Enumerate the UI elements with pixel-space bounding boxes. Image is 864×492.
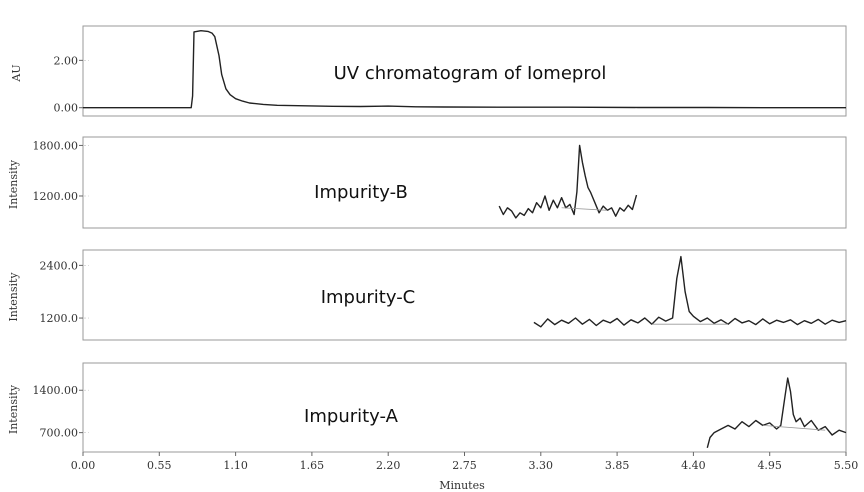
series-line-3 <box>533 255 847 328</box>
y-axis-label: AU <box>10 64 23 82</box>
x-axis-label: Minutes <box>439 479 485 492</box>
panel-title: Impurity-B <box>314 182 408 203</box>
peak-baseline <box>561 207 608 211</box>
x-tick-label: 0.00 <box>71 459 96 472</box>
y-axis-label: Intensity <box>7 272 20 322</box>
plot-frame <box>82 249 847 341</box>
panel-title: Impurity-C <box>321 287 416 308</box>
x-tick-label: 4.95 <box>757 459 782 472</box>
plot-frame <box>82 362 847 453</box>
series-line-1 <box>83 30 846 109</box>
y-tick-label: 0.00 <box>54 102 79 115</box>
y-tick-label: 1200.00 <box>33 190 79 203</box>
peak-baseline <box>762 424 826 431</box>
x-axis: 0.00 0.55 1.10 1.65 2.20 2.75 3.30 3.85 4.40 4.95… <box>71 452 859 492</box>
x-tick-label: 3.30 <box>529 459 554 472</box>
y-axis-label: Intensity <box>7 159 20 209</box>
series-line-2 <box>498 144 638 219</box>
chart-panel-2: 1200.00 1800.00 Intensity Impurity-B <box>7 136 847 229</box>
panel-title: Impurity-A <box>304 406 399 427</box>
plot-frame <box>82 25 847 117</box>
x-tick-label: 1.65 <box>300 459 325 472</box>
y-axis-label: Intensity <box>7 384 20 434</box>
chart-panel-3: 1200.0 2400.0 Intensity Impurity-C <box>7 249 847 341</box>
x-tick-label: 2.75 <box>452 459 477 472</box>
x-tick-label: 0.55 <box>147 459 172 472</box>
y-tick-label: 1400.00 <box>33 384 79 397</box>
x-tick-label: 1.10 <box>223 459 248 472</box>
y-tick-label: 1200.0 <box>40 312 79 325</box>
plot-frame <box>82 136 847 229</box>
x-tick-label: 2.20 <box>376 459 401 472</box>
panel-title: UV chromatogram of Iomeprol <box>334 63 607 84</box>
x-tick-label: 3.85 <box>605 459 630 472</box>
y-tick-label: 2.00 <box>54 54 79 67</box>
chart-panel-4: 700.00 1400.00 Intensity Impurity-A <box>7 362 847 453</box>
y-tick-label: 2400.0 <box>40 259 79 272</box>
y-tick-label: 700.00 <box>40 427 79 440</box>
y-tick-label: 1800.00 <box>33 139 79 152</box>
x-tick-label: 5.50 <box>834 459 859 472</box>
chart-panel-1: 0.00 2.00 AU UV chromatogram of Iomeprol <box>10 25 847 117</box>
x-tick-label: 4.40 <box>681 459 706 472</box>
series-line-4 <box>706 377 847 448</box>
